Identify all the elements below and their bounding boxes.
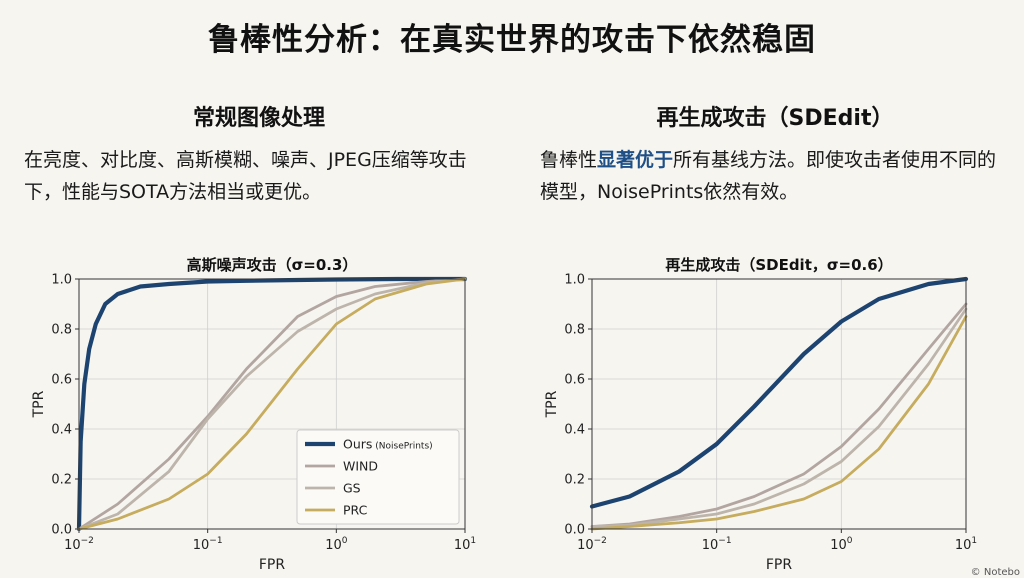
chart-right-y-tick-label: 0.4 xyxy=(564,423,585,438)
chart-left-x-tick-label: 10−2 xyxy=(64,536,94,553)
chart-left-y-tick-label: 0.8 xyxy=(51,323,72,338)
chart-right-series-ours xyxy=(589,276,969,509)
chart-left-frame xyxy=(78,278,466,530)
left-panel-heading: 常规图像处理 xyxy=(192,106,325,131)
chart-left-y-tick-label: 0.0 xyxy=(51,523,72,538)
chart-left-xlabel: FPR xyxy=(259,557,285,573)
chart-left-y-tick-label: 1.0 xyxy=(51,273,72,288)
chart-right-xlabel: FPR xyxy=(766,557,792,573)
right-panel-body-start: 鲁棒性 xyxy=(540,149,598,171)
chart-left-series-wind xyxy=(77,277,467,531)
chart-right-x-tick-label: 101 xyxy=(955,536,977,553)
chart-right-ylabel: TPR xyxy=(544,390,560,418)
chart-left-legend-label: GS xyxy=(343,481,361,496)
chart-left-series-ours xyxy=(76,276,468,532)
chart-right-x-tick-label: 10−1 xyxy=(702,536,732,553)
chart-right-y-tick-label: 0.8 xyxy=(564,323,585,338)
sdedit-roc-chart: 10−2 10−1 100 101 0.0 0.2 0.4 0.6 0.8 1.0 再生成攻击（SD… xyxy=(544,256,977,573)
chart-right-y-tick-label: 0.2 xyxy=(564,473,585,488)
left-panel: 常规图像处理 在亮度、对比度、高斯模糊、噪声、JPEG压缩等攻击下，性能与SOT… xyxy=(24,100,494,208)
chart-right-series-wind xyxy=(590,302,968,528)
chart-left-title: 高斯噪声攻击（σ=0.3） xyxy=(187,256,358,274)
chart-right-title: 再生成攻击（SDEdit，σ=0.6） xyxy=(665,256,892,274)
chart-right-series-prc xyxy=(590,315,968,531)
chart-left-ylabel: TPR xyxy=(31,390,47,418)
chart-left-y-tick-label: 0.2 xyxy=(51,473,72,488)
chart-left-x-tick-label: 10−1 xyxy=(193,536,223,553)
chart-left-series-prc xyxy=(77,277,467,531)
chart-right-y-tick-label: 0.0 xyxy=(564,523,585,538)
chart-right-series-gs xyxy=(590,307,968,528)
right-panel-body: 鲁棒性显著优于所有基线方法。即使攻击者使用不同的模型，NoisePrints依然… xyxy=(540,144,1010,208)
chart-right-frame xyxy=(591,278,967,530)
chart-left-x-tick-label: 101 xyxy=(454,536,476,553)
right-panel-heading: 再生成攻击（SDEdit） xyxy=(656,106,894,131)
gaussian-noise-roc-chart: 10−2 10−1 100 101 0.0 0.2 0.4 0.6 0.8 1.0 高斯噪声攻击（σ… xyxy=(31,256,476,573)
chart-left-legend xyxy=(296,429,460,525)
page-title: 鲁棒性分析：在真实世界的攻击下依然稳固 xyxy=(208,22,816,58)
right-panel: 再生成攻击（SDEdit） 鲁棒性显著优于所有基线方法。即使攻击者使用不同的模型… xyxy=(540,100,1010,208)
chart-right-y-tick-label: 0.6 xyxy=(564,373,585,388)
chart-left-x-tick-label: 100 xyxy=(325,536,348,553)
chart-left-legend-label: PRC xyxy=(343,503,368,518)
chart-left-series-gs xyxy=(77,277,467,531)
watermark: © Notebo xyxy=(970,567,1020,578)
chart-left-y-tick-label: 0.4 xyxy=(51,423,72,438)
chart-left-legend-label: WIND xyxy=(343,459,378,474)
right-panel-body-end: 所有基线方法。即使攻击者使用不同的模型，NoisePrints依然有效。 xyxy=(540,149,997,203)
chart-right-y-tick-label: 1.0 xyxy=(564,273,585,288)
chart-left-y-tick-label: 0.6 xyxy=(51,373,72,388)
left-panel-body: 在亮度、对比度、高斯模糊、噪声、JPEG压缩等攻击下，性能与SOTA方法相当或更… xyxy=(24,149,467,203)
chart-right-plot-area xyxy=(592,279,966,529)
right-panel-body-highlight: 显著优于 xyxy=(597,149,674,171)
chart-right-x-tick-label: 100 xyxy=(830,536,853,553)
chart-right-x-tick-label: 10−2 xyxy=(577,536,607,553)
